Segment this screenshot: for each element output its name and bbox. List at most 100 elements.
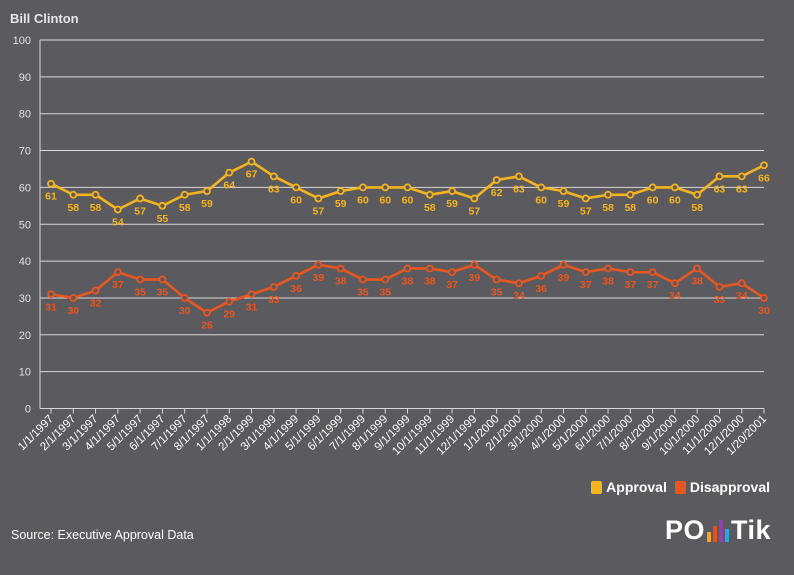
data-label-approval: 57 <box>313 205 325 217</box>
data-label-disapproval: 35 <box>379 287 391 299</box>
data-point-disapproval[interactable] <box>247 290 256 299</box>
data-point-approval[interactable] <box>448 187 456 195</box>
data-point-disapproval[interactable] <box>559 260 568 269</box>
data-point-disapproval[interactable] <box>715 282 724 291</box>
data-point-approval[interactable] <box>425 190 434 199</box>
data-point-disapproval[interactable] <box>626 268 635 277</box>
data-point-disapproval[interactable] <box>648 268 657 277</box>
data-point-disapproval[interactable] <box>693 264 702 273</box>
data-label-disapproval: 35 <box>357 287 369 299</box>
data-point-approval[interactable] <box>537 183 546 192</box>
data-point-approval[interactable] <box>515 172 523 181</box>
data-label-disapproval: 36 <box>535 283 547 295</box>
data-label-approval: 55 <box>157 213 169 225</box>
data-point-disapproval[interactable] <box>91 286 100 295</box>
data-point-approval[interactable] <box>604 190 612 199</box>
data-point-disapproval[interactable] <box>136 275 145 284</box>
data-point-approval[interactable] <box>381 183 390 192</box>
data-point-disapproval[interactable] <box>581 268 590 277</box>
data-point-approval[interactable] <box>470 194 479 203</box>
data-point-approval[interactable] <box>47 179 55 188</box>
data-point-approval[interactable] <box>648 183 657 192</box>
data-point-approval[interactable] <box>403 183 412 192</box>
data-point-approval[interactable] <box>136 194 145 203</box>
data-point-disapproval[interactable] <box>381 275 390 284</box>
legend-swatch-disapproval <box>674 480 686 494</box>
data-point-disapproval[interactable] <box>737 279 746 288</box>
data-label-approval: 60 <box>535 194 547 206</box>
data-point-disapproval[interactable] <box>448 268 456 277</box>
data-point-approval[interactable] <box>715 172 724 181</box>
data-label-disapproval: 32 <box>90 298 102 310</box>
data-point-disapproval[interactable] <box>225 297 234 306</box>
data-point-disapproval[interactable] <box>292 271 300 280</box>
data-point-approval[interactable] <box>581 194 590 203</box>
data-point-disapproval[interactable] <box>492 275 501 284</box>
data-point-disapproval[interactable] <box>403 264 412 273</box>
data-point-approval[interactable] <box>314 194 323 203</box>
data-point-approval[interactable] <box>492 176 501 184</box>
data-label-approval: 61 <box>45 191 57 203</box>
data-point-disapproval[interactable] <box>69 294 78 302</box>
data-point-disapproval[interactable] <box>515 279 523 288</box>
logo-text-right: Tik <box>730 515 771 545</box>
data-point-approval[interactable] <box>247 157 256 166</box>
legend-label-approval: Approval <box>606 479 667 495</box>
data-point-approval[interactable] <box>69 190 78 199</box>
data-point-disapproval[interactable] <box>47 290 55 299</box>
data-label-approval: 63 <box>736 183 748 195</box>
data-point-disapproval[interactable] <box>670 279 679 288</box>
data-point-disapproval[interactable] <box>269 282 278 291</box>
data-point-approval[interactable] <box>269 172 278 181</box>
data-label-disapproval: 34 <box>736 290 748 302</box>
data-point-approval[interactable] <box>737 172 746 181</box>
data-label-disapproval: 34 <box>513 290 525 302</box>
data-label-disapproval: 33 <box>714 294 726 306</box>
data-label-approval: 64 <box>223 180 235 192</box>
data-point-approval[interactable] <box>760 161 768 170</box>
data-label-approval: 60 <box>290 194 302 206</box>
data-point-approval[interactable] <box>626 190 635 199</box>
politik-logo: PO Tik <box>665 515 771 546</box>
data-label-disapproval: 37 <box>112 279 124 291</box>
logo-bar <box>724 529 729 542</box>
data-point-approval[interactable] <box>91 190 100 199</box>
data-point-disapproval[interactable] <box>425 264 434 273</box>
legend-item-approval[interactable]: Approval <box>591 479 667 495</box>
data-label-approval: 57 <box>134 205 146 217</box>
data-point-approval[interactable] <box>693 190 702 199</box>
data-point-disapproval[interactable] <box>180 294 189 302</box>
data-point-approval[interactable] <box>225 168 234 177</box>
data-point-approval[interactable] <box>203 187 211 195</box>
data-point-disapproval[interactable] <box>537 271 546 280</box>
data-point-disapproval[interactable] <box>604 264 612 273</box>
data-point-approval[interactable] <box>292 183 300 192</box>
data-point-approval[interactable] <box>670 183 679 192</box>
data-label-approval: 66 <box>758 172 770 184</box>
data-point-disapproval[interactable] <box>760 294 768 302</box>
data-point-approval[interactable] <box>158 201 167 210</box>
data-point-approval[interactable] <box>559 187 568 195</box>
data-point-disapproval[interactable] <box>113 268 122 277</box>
data-label-approval: 60 <box>402 194 414 206</box>
data-label-approval: 60 <box>357 194 369 206</box>
data-label-disapproval: 38 <box>335 275 347 287</box>
data-point-approval[interactable] <box>336 187 345 195</box>
data-point-approval[interactable] <box>113 205 122 214</box>
data-point-disapproval[interactable] <box>314 260 323 269</box>
data-point-disapproval[interactable] <box>359 275 367 284</box>
data-point-disapproval[interactable] <box>203 308 211 317</box>
y-tick-label: 70 <box>19 146 31 158</box>
data-point-disapproval[interactable] <box>336 264 345 273</box>
data-label-disapproval: 35 <box>157 287 169 299</box>
legend-item-disapproval[interactable]: Disapproval <box>674 479 770 495</box>
data-label-disapproval: 31 <box>45 301 57 313</box>
data-point-disapproval[interactable] <box>470 260 479 269</box>
y-tick-label: 40 <box>19 256 31 268</box>
data-point-disapproval[interactable] <box>158 275 167 284</box>
data-point-approval[interactable] <box>359 183 367 192</box>
source-note: Source: Executive Approval Data <box>11 528 194 542</box>
data-label-approval: 59 <box>335 198 347 210</box>
data-point-approval[interactable] <box>180 190 189 199</box>
